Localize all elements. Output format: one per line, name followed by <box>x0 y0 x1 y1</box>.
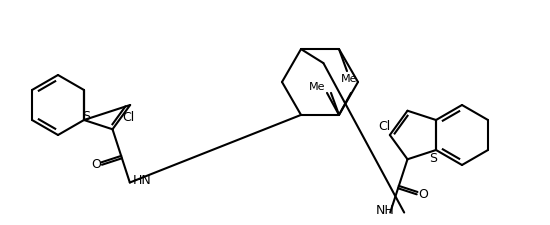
Text: S: S <box>429 152 437 165</box>
Text: O: O <box>91 158 101 171</box>
Text: HN: HN <box>133 173 152 186</box>
Text: Cl: Cl <box>379 119 391 132</box>
Text: S: S <box>82 109 90 122</box>
Text: O: O <box>418 187 428 200</box>
Text: NH: NH <box>376 203 394 216</box>
Text: Me: Me <box>341 74 358 84</box>
Text: Me: Me <box>309 81 325 92</box>
Text: Cl: Cl <box>122 111 134 124</box>
